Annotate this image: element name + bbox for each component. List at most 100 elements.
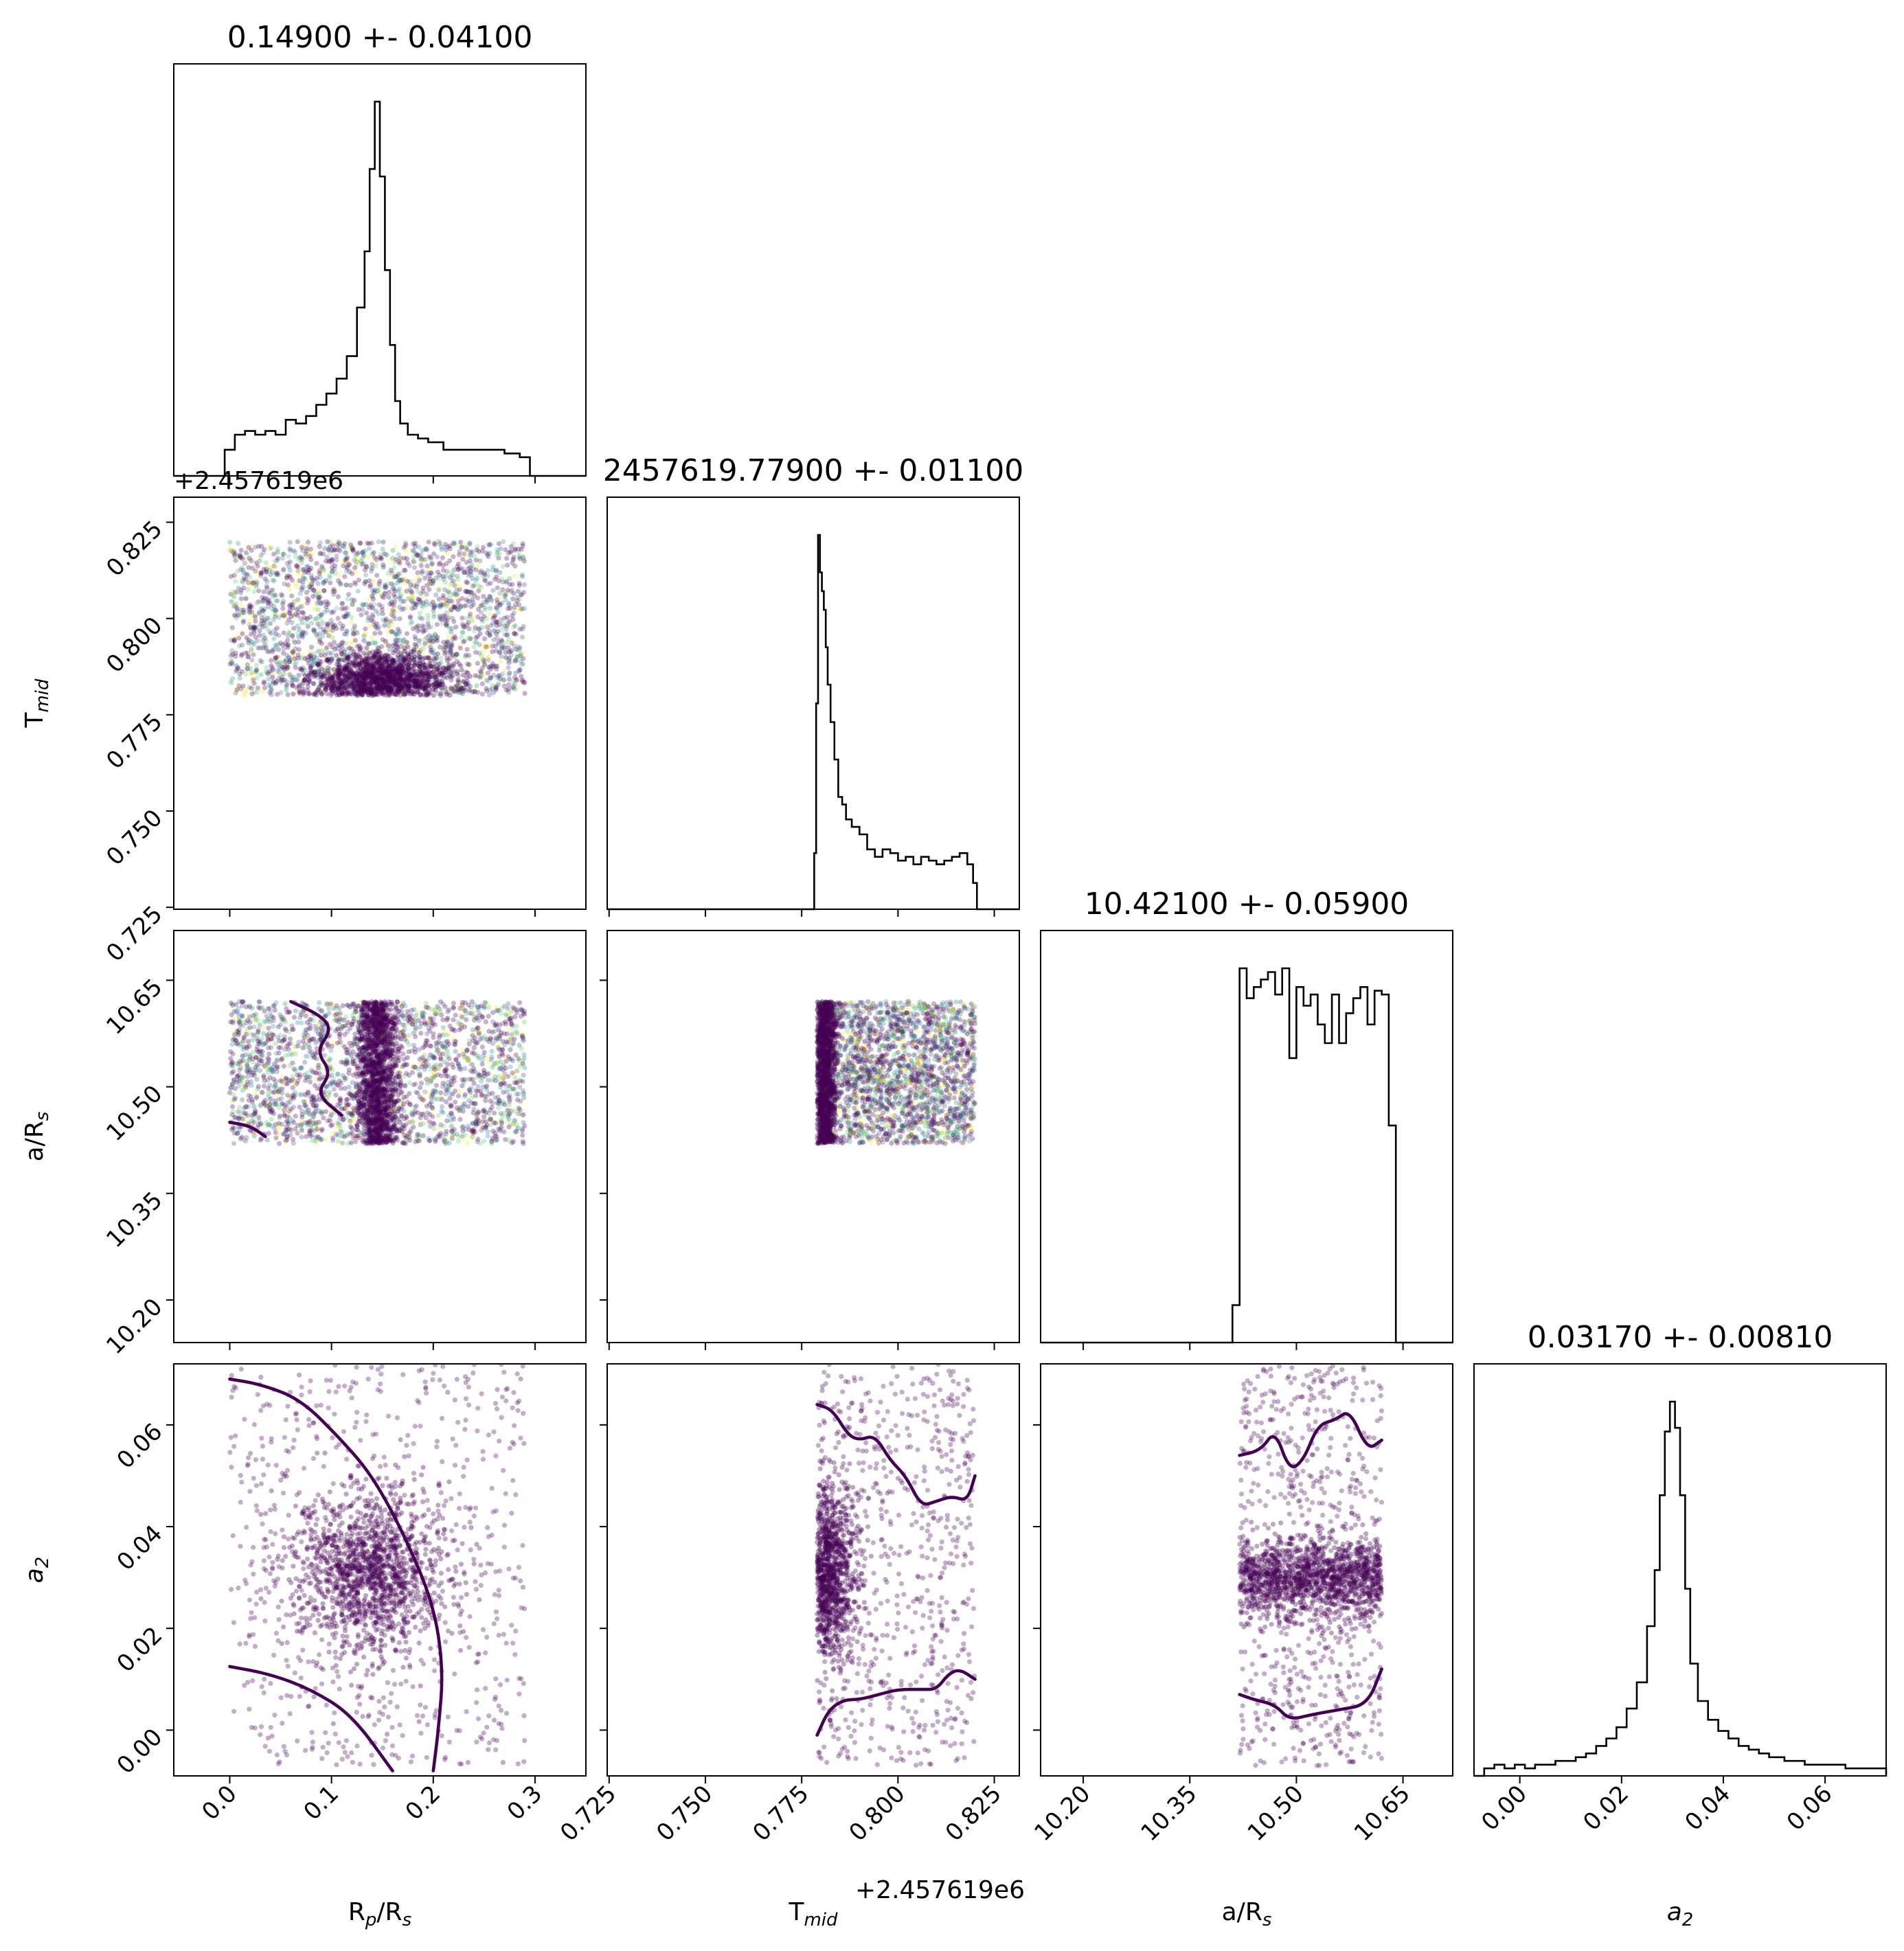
scatter-point (303, 630, 308, 636)
scatter-point (407, 672, 412, 677)
scatter-point (424, 683, 429, 688)
scatter-point (342, 657, 348, 663)
scatter-point (308, 620, 315, 626)
scatter-point (247, 606, 253, 611)
scatter-point (280, 551, 286, 557)
scatter-point (377, 685, 383, 690)
scatter-point (266, 545, 271, 550)
scatter-point (384, 659, 389, 665)
scatter-point (465, 670, 471, 676)
scatter-point (423, 671, 429, 676)
scatter-point (455, 1139, 461, 1144)
scatter-point (375, 677, 381, 683)
scatter-point (397, 677, 403, 683)
scatter-point (451, 1117, 457, 1122)
scatter-point (297, 626, 302, 632)
scatter-point (422, 557, 428, 562)
scatter-point (443, 689, 449, 695)
scatter-point (281, 1037, 286, 1042)
scatter-point (266, 649, 271, 654)
scatter-point (238, 554, 243, 560)
scatter-point (397, 669, 403, 674)
scatter-point (411, 583, 417, 589)
scatter-point (368, 681, 374, 686)
scatter-point (407, 658, 413, 663)
scatter-point (464, 678, 470, 685)
scatter-point (342, 540, 348, 547)
scatter-point (300, 574, 306, 580)
scatter-point (251, 628, 257, 634)
scatter-point (376, 624, 382, 630)
scatter-point (305, 551, 311, 558)
scatter-point (347, 670, 352, 675)
scatter-point (442, 644, 449, 650)
scatter-point (348, 653, 354, 659)
scatter-point (417, 615, 422, 621)
scatter-point (420, 674, 425, 680)
scatter-point (366, 615, 372, 620)
scatter-point (392, 599, 398, 604)
scatter-point (397, 671, 403, 676)
scatter-point (247, 610, 252, 615)
scatter-point (397, 557, 403, 562)
scatter-point (405, 665, 411, 671)
scatter-point (520, 661, 525, 667)
scatter-point (329, 569, 335, 575)
scatter-point (430, 639, 435, 645)
scatter-point (355, 679, 361, 685)
scatter-point (413, 636, 418, 641)
scatter-point (357, 673, 363, 678)
scatter-point (337, 662, 342, 668)
scatter-point (381, 564, 387, 570)
scatter-point (251, 652, 256, 657)
scatter-point (415, 628, 421, 634)
scatter-point (350, 602, 355, 607)
scatter-point (459, 545, 465, 550)
scatter-point (411, 554, 417, 560)
scatter-point (426, 683, 431, 688)
scatter-point (393, 678, 398, 683)
scatter-point (370, 614, 376, 619)
scatter-point (514, 606, 520, 612)
scatter-point (246, 564, 251, 571)
scatter-point (304, 569, 309, 574)
scatter-point (249, 580, 256, 586)
scatter-point (372, 602, 377, 607)
scatter-point (260, 595, 265, 600)
scatter-point (308, 667, 313, 672)
scatter-point (455, 679, 461, 685)
scatter-point (396, 559, 402, 564)
scatter-point (460, 630, 466, 635)
scatter-point (420, 585, 426, 591)
scatter-point (296, 647, 302, 652)
scatter-point (397, 687, 403, 692)
scatter-point (444, 597, 449, 603)
scatter-point (282, 1107, 287, 1113)
scatter-point (353, 582, 359, 587)
scatter-point (493, 685, 499, 691)
scatter-point (310, 577, 315, 583)
scatter-point (457, 1117, 463, 1122)
scatter-point (509, 659, 514, 665)
scatter-point (412, 684, 418, 689)
scatter-point (371, 674, 376, 681)
scatter-point (429, 635, 435, 640)
scatter-point (367, 663, 373, 670)
scatter-point (315, 661, 321, 667)
scatter-point (382, 623, 387, 628)
scatter-point (298, 655, 304, 661)
scatter-point (422, 637, 427, 642)
scatter-point (393, 672, 398, 678)
scatter-point (389, 672, 394, 678)
scatter-point (363, 656, 368, 661)
scatter-point (369, 691, 374, 696)
scatter-point (356, 654, 363, 659)
scatter-point (464, 560, 469, 565)
scatter-point (378, 668, 384, 674)
scatter-point (418, 591, 424, 597)
scatter-point (400, 641, 405, 646)
scatter-point (272, 564, 278, 570)
scatter-point (496, 641, 501, 647)
scatter-point (306, 597, 311, 603)
scatter-point (276, 632, 282, 638)
